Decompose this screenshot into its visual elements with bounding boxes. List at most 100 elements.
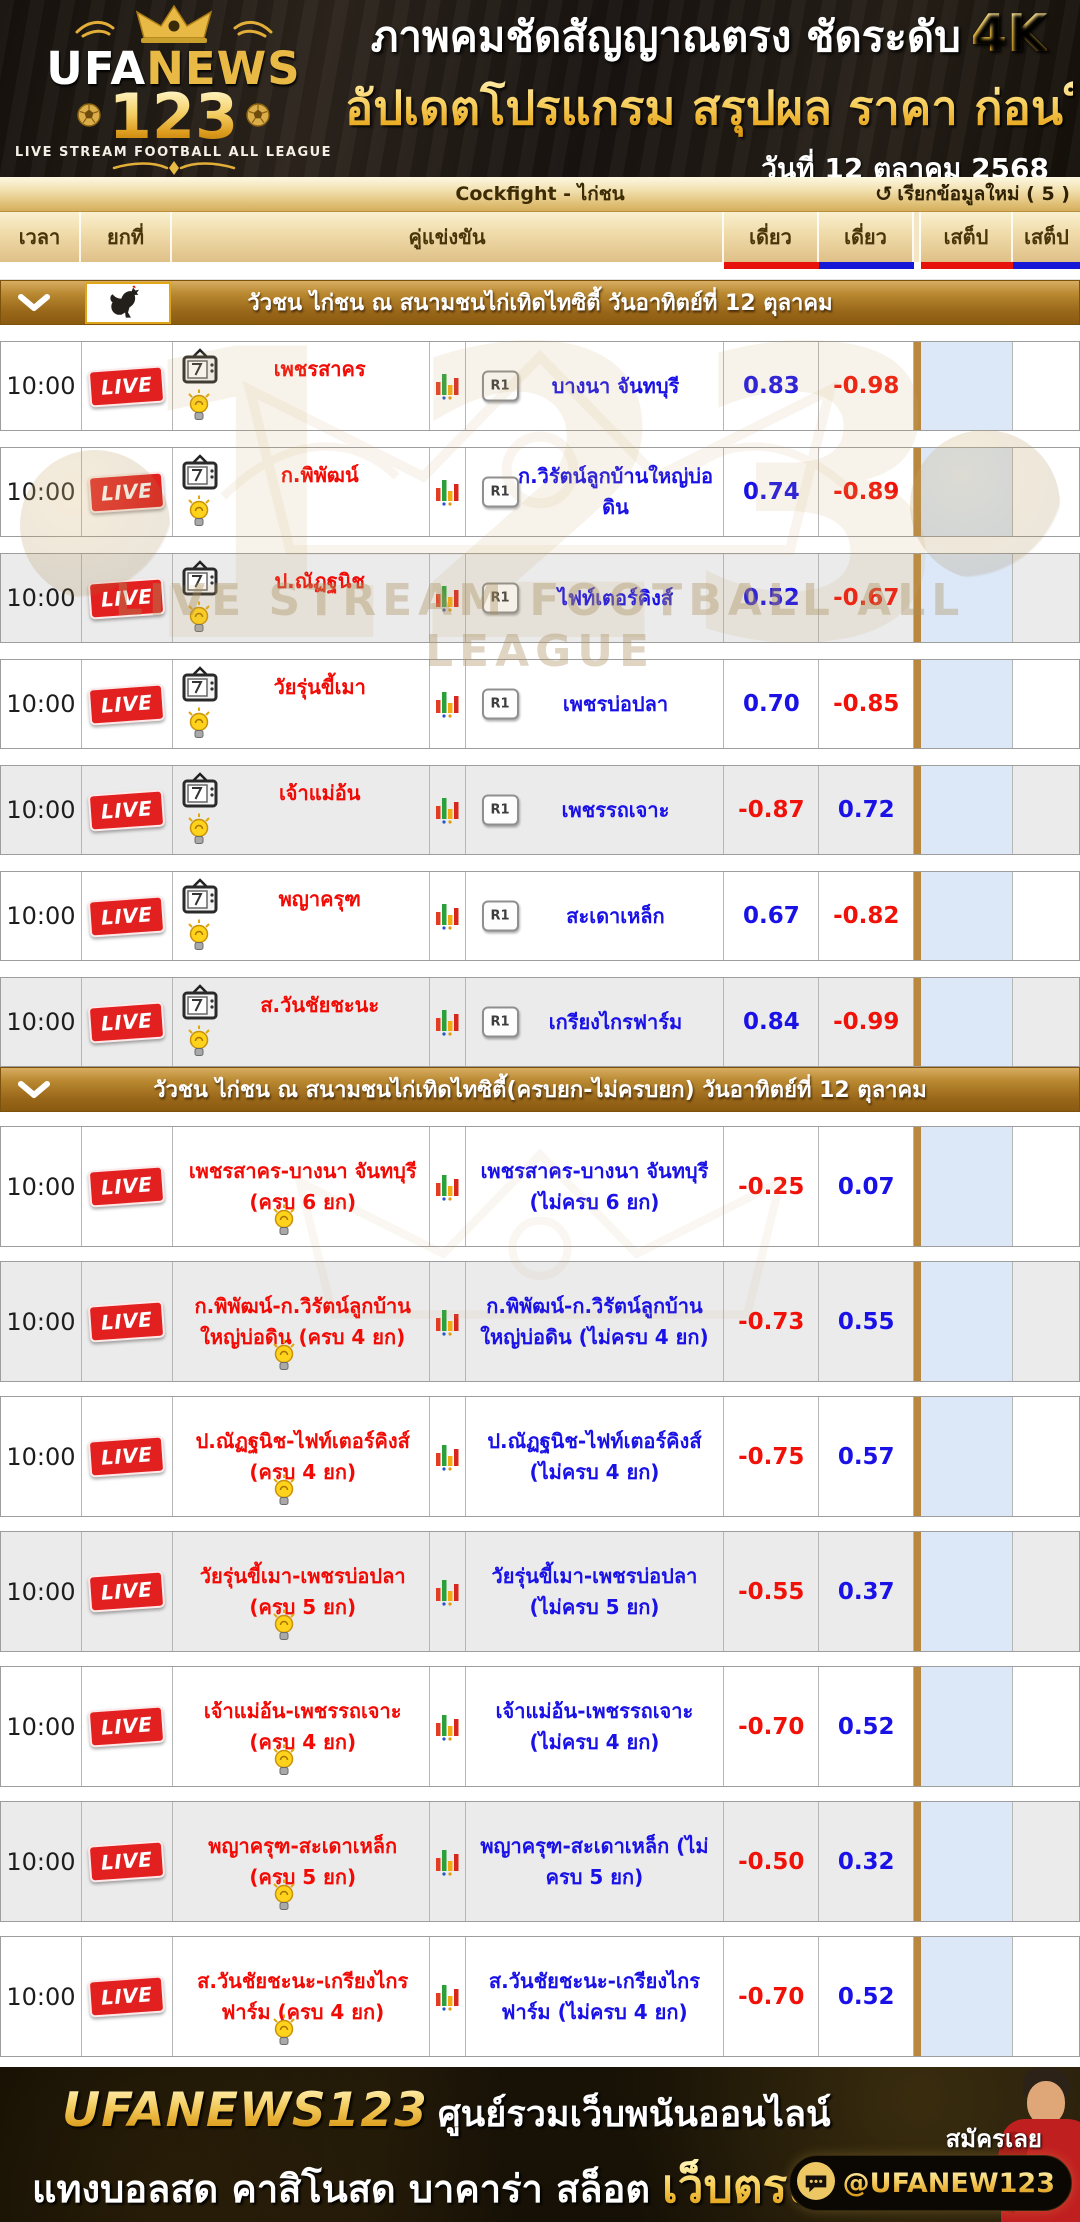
refresh-button[interactable]: ↻ เรียกข้อมูลใหม่ ( 5 ) [875, 179, 1070, 209]
chart-icon[interactable] [435, 1169, 459, 1205]
chart-icon[interactable] [435, 1574, 459, 1610]
odds-cell-step1[interactable] [921, 448, 1014, 536]
odds-cell-single2[interactable]: 0.57 [819, 1397, 915, 1516]
odds-cell-step2[interactable] [1013, 448, 1079, 536]
chart-icon[interactable] [435, 1439, 459, 1475]
odds-cell-single1[interactable]: -0.25 [724, 1127, 820, 1246]
odds-cell-step1[interactable] [921, 554, 1014, 642]
live-badge[interactable]: LIVE [88, 470, 166, 514]
odds-cell-single1[interactable]: 0.67 [724, 872, 820, 960]
odds-cell-step1[interactable] [921, 872, 1014, 960]
odds-cell-step2[interactable] [1013, 1397, 1079, 1516]
odds-cell-single2[interactable]: 0.07 [819, 1127, 915, 1246]
odds-cell-single2[interactable]: -0.85 [819, 660, 915, 748]
odds-cell-step1[interactable] [921, 1802, 1014, 1921]
tv-icon[interactable] [180, 454, 220, 496]
odds-cell-step1[interactable] [921, 660, 1014, 748]
chevron-down-icon[interactable] [17, 1079, 51, 1101]
odds-cell-step2[interactable] [1013, 660, 1079, 748]
odds-cell-step2[interactable] [1013, 872, 1079, 960]
tv-icon[interactable] [180, 984, 220, 1026]
odds-cell-step2[interactable] [1013, 1937, 1079, 2056]
tv-icon[interactable] [180, 666, 220, 708]
chevron-down-icon[interactable] [17, 292, 51, 314]
odds-cell-single1[interactable]: 0.83 [724, 342, 820, 430]
chart-icon[interactable] [435, 474, 459, 510]
round-r1-badge: R1 [481, 900, 519, 932]
live-badge[interactable]: LIVE [88, 788, 166, 832]
tv-icon[interactable] [180, 772, 220, 814]
odds-cell-single2[interactable]: -0.89 [819, 448, 915, 536]
live-badge[interactable]: LIVE [88, 1000, 166, 1044]
chart-icon[interactable] [435, 368, 459, 404]
live-badge[interactable]: LIVE [88, 1165, 166, 1208]
live-badge[interactable]: LIVE [88, 1840, 166, 1883]
odds-cell-single1[interactable]: -0.73 [724, 1262, 820, 1381]
odds-cell-step2[interactable] [1013, 766, 1079, 854]
odds-cell-step2[interactable] [1013, 1802, 1079, 1921]
odds-cell-single1[interactable]: 0.84 [724, 978, 820, 1066]
odds-cell-step1[interactable] [921, 978, 1014, 1066]
live-badge[interactable]: LIVE [88, 1705, 166, 1748]
odds-cell-single2[interactable]: 0.32 [819, 1802, 915, 1921]
odds-cell-single2[interactable]: 0.52 [819, 1937, 915, 2056]
time-cell: 10:00 [1, 1397, 82, 1516]
footer-line1: UFANEWS123 ศูนย์รวมเว็บพนันออนไลน์ [62, 2083, 831, 2142]
odds-cell-single1[interactable]: 0.52 [724, 554, 820, 642]
chart-icon[interactable] [435, 1004, 459, 1040]
chart-icon[interactable] [435, 580, 459, 616]
line-contact-button[interactable]: @UFANEW123 [788, 2155, 1072, 2211]
odds-cell-single2[interactable]: -0.82 [819, 872, 915, 960]
chart-icon[interactable] [435, 1844, 459, 1880]
odds-cell-step2[interactable] [1013, 1667, 1079, 1786]
odds-cell-single2[interactable]: 0.52 [819, 1667, 915, 1786]
tv-icon[interactable] [180, 878, 220, 920]
odds-cell-step1[interactable] [921, 342, 1014, 430]
odds-cell-step1[interactable] [921, 1397, 1014, 1516]
odds-cell-step2[interactable] [1013, 554, 1079, 642]
live-badge[interactable]: LIVE [88, 1975, 166, 2018]
odds-cell-step1[interactable] [921, 1262, 1014, 1381]
odds-cell-single1[interactable]: -0.75 [724, 1397, 820, 1516]
odds-cell-single2[interactable]: -0.67 [819, 554, 915, 642]
live-badge[interactable]: LIVE [88, 576, 166, 620]
odds-cell-single1[interactable]: -0.70 [724, 1937, 820, 2056]
odds-cell-single2[interactable]: 0.37 [819, 1532, 915, 1651]
odds-cell-step1[interactable] [921, 766, 1014, 854]
odds-cell-step2[interactable] [1013, 342, 1079, 430]
tv-icon[interactable] [180, 560, 220, 602]
chart-icon[interactable] [435, 1709, 459, 1745]
live-badge[interactable]: LIVE [88, 1435, 166, 1478]
live-badge[interactable]: LIVE [88, 682, 166, 726]
odds-cell-single1[interactable]: 0.70 [724, 660, 820, 748]
odds-cell-single2[interactable]: -0.99 [819, 978, 915, 1066]
live-badge[interactable]: LIVE [88, 894, 166, 938]
odds-cell-step1[interactable] [921, 1937, 1014, 2056]
odds-cell-single1[interactable]: -0.55 [724, 1532, 820, 1651]
footer-tagline2: แทงบอลสด คาสิโนสด บาคาร่า สล็อต [32, 2167, 651, 2211]
chart-icon[interactable] [435, 1304, 459, 1340]
odds-cell-single1[interactable]: -0.87 [724, 766, 820, 854]
chart-icon[interactable] [435, 792, 459, 828]
odds-cell-step2[interactable] [1013, 978, 1079, 1066]
odds-cell-single2[interactable]: 0.72 [819, 766, 915, 854]
odds-cell-single1[interactable]: -0.50 [724, 1802, 820, 1921]
odds-cell-step2[interactable] [1013, 1532, 1079, 1651]
live-badge[interactable]: LIVE [88, 1570, 166, 1613]
chart-icon[interactable] [435, 686, 459, 722]
chart-icon[interactable] [435, 898, 459, 934]
live-badge[interactable]: LIVE [88, 364, 166, 408]
odds-cell-single1[interactable]: -0.70 [724, 1667, 820, 1786]
chart-icon[interactable] [435, 1979, 459, 2015]
live-badge[interactable]: LIVE [88, 1300, 166, 1343]
odds-cell-step1[interactable] [921, 1667, 1014, 1786]
odds-cell-step1[interactable] [921, 1532, 1014, 1651]
tv-icon[interactable] [180, 348, 220, 390]
odds-cell-single2[interactable]: 0.55 [819, 1262, 915, 1381]
odds-cell-step1[interactable] [921, 1127, 1014, 1246]
odds-cell-step2[interactable] [1013, 1262, 1079, 1381]
odds-cell-single1[interactable]: 0.74 [724, 448, 820, 536]
odds-cell-step2[interactable] [1013, 1127, 1079, 1246]
signup-label[interactable]: สมัครเลย [945, 2125, 1042, 2153]
odds-cell-single2[interactable]: -0.98 [819, 342, 915, 430]
